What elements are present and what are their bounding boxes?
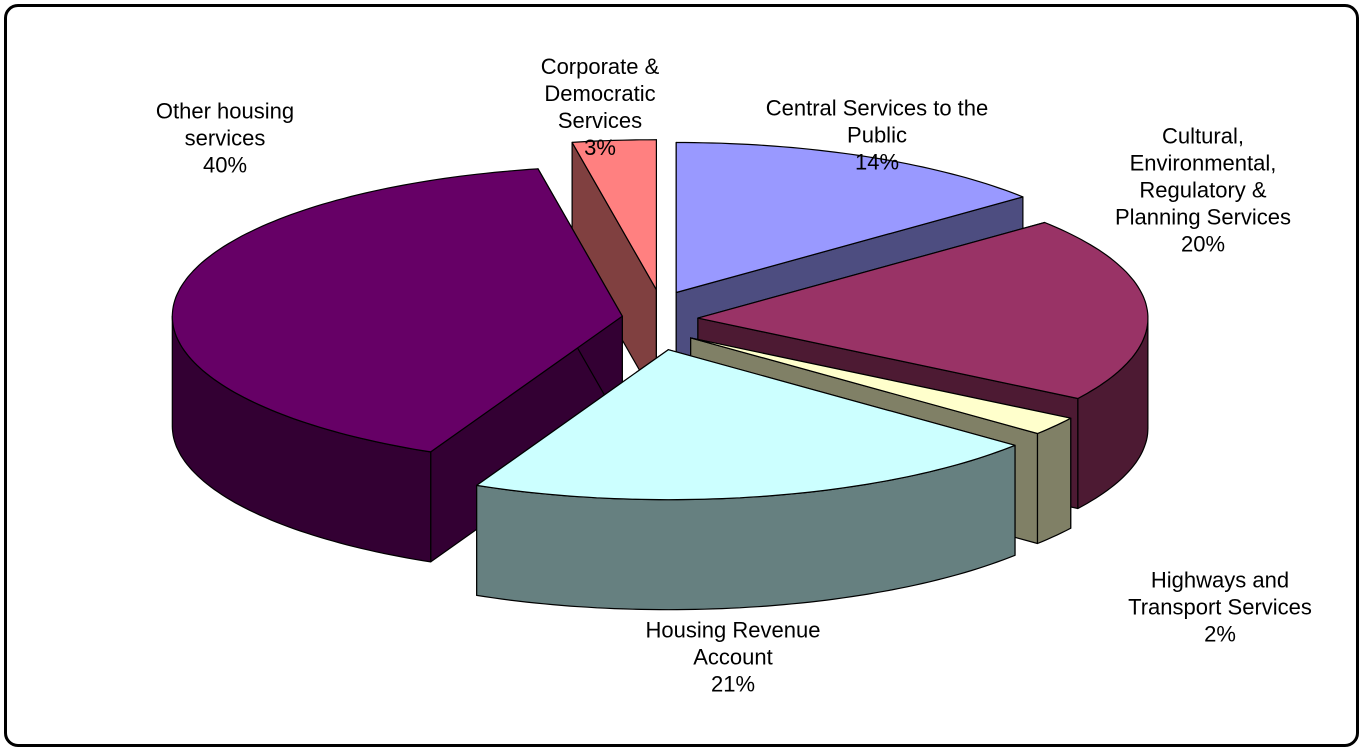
slice-label: Central Services to the Public 14% <box>762 95 992 176</box>
value-label: 3% <box>584 135 616 160</box>
value-label: 21% <box>710 671 756 697</box>
slice-label: Other housing services 40% <box>140 98 310 179</box>
slice <box>697 221 1149 400</box>
category-label: Other housing services <box>155 98 295 151</box>
slice-label: Highways and Transport Services 2% <box>1113 567 1328 648</box>
value-label: 2% <box>1204 621 1236 647</box>
slice <box>571 139 657 291</box>
value-label: 14% <box>854 149 900 175</box>
slice-label: Corporate & Democratic Services 3% <box>535 53 665 161</box>
slice-label: Housing Revenue Account 21% <box>638 617 828 698</box>
slice <box>690 337 1072 435</box>
category-label: Cultural, Environmental, Regulatory & Pl… <box>1114 123 1292 230</box>
slice <box>171 168 623 453</box>
chart-frame <box>4 4 1359 747</box>
category-label: Corporate & Democratic Services <box>540 54 660 133</box>
category-label: Housing Revenue Account <box>645 617 821 670</box>
slice <box>675 141 1024 294</box>
slice <box>476 349 1016 501</box>
category-label: Central Services to the Public <box>765 95 989 148</box>
value-label: 40% <box>202 152 248 178</box>
slice-label: Cultural, Environmental, Regulatory & Pl… <box>1103 123 1303 258</box>
slice-wall <box>1036 417 1072 545</box>
value-label: 20% <box>1180 231 1226 257</box>
category-label: Highways and Transport Services <box>1128 567 1312 620</box>
